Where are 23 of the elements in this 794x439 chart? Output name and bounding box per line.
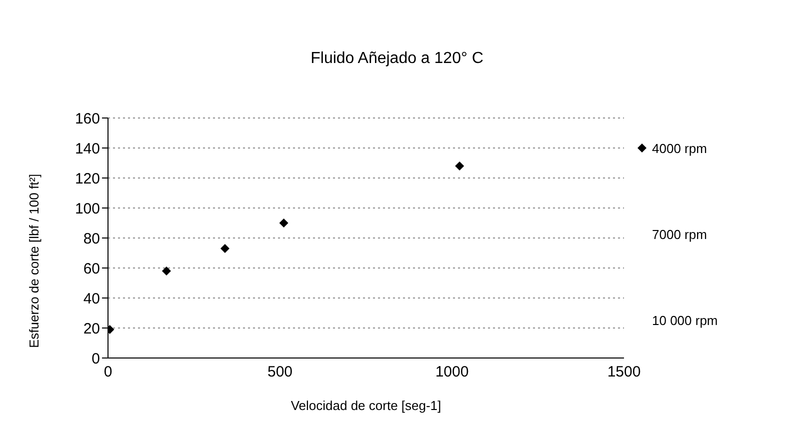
- point: [220, 244, 230, 253]
- x-axis-title: Velocidad de corte [seg-1]: [290, 398, 442, 413]
- legend-label: 10 000 rpm: [652, 312, 718, 328]
- y-tick-label: 0: [92, 350, 100, 368]
- y-tick-label: 100: [74, 200, 100, 218]
- point: [455, 162, 464, 170]
- x-tick-label: 1000: [435, 364, 469, 381]
- point: [279, 218, 288, 228]
- y-tick-label: 160: [74, 110, 100, 128]
- y-tick-label: 40: [83, 290, 100, 308]
- y-tick-label: 140: [74, 140, 100, 158]
- chart-title: Fluido Añejado a 120° C: [310, 50, 484, 68]
- point: [162, 266, 171, 276]
- x-tick-label: 0: [104, 364, 112, 381]
- legend-label: 7000 rpm: [652, 226, 707, 242]
- y-tick-label: 80: [83, 230, 100, 248]
- x-tick-label: 500: [267, 364, 293, 381]
- y-tick-label: 20: [83, 320, 100, 338]
- legend-label: 4000 rpm: [652, 140, 707, 156]
- x-tick-label: 1500: [607, 364, 641, 381]
- y-tick-label: 60: [83, 260, 100, 278]
- y-axis-title: Esfuerzo de corte [lbf / 100 ft²]: [26, 174, 42, 348]
- y-tick-label: 120: [74, 170, 100, 188]
